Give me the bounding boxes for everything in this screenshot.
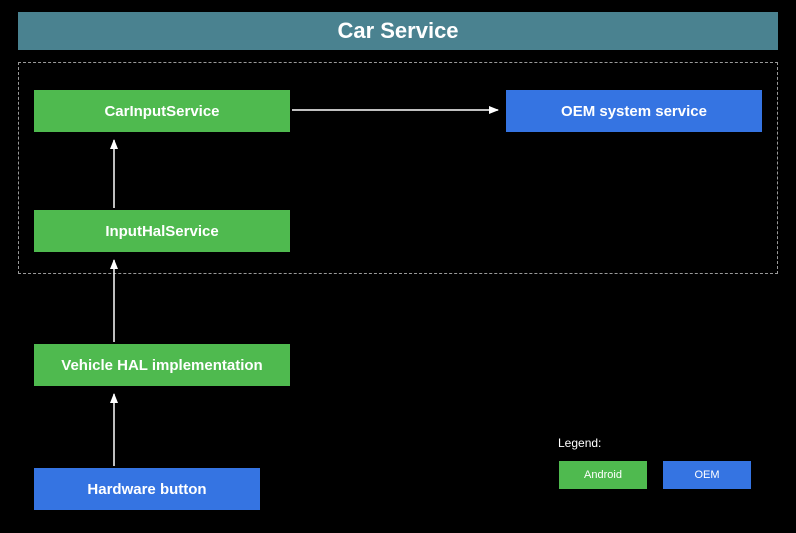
legend-swatch-android: Android [558, 460, 648, 490]
diagram-title-text: Car Service [337, 18, 458, 44]
legend-swatch-text: OEM [694, 469, 719, 481]
node-label: InputHalService [105, 223, 218, 240]
node-label: Hardware button [87, 481, 206, 498]
node-label: CarInputService [104, 103, 219, 120]
node-vehicle-hal: Vehicle HAL implementation [32, 342, 292, 388]
node-oem-system-service: OEM system service [504, 88, 764, 134]
node-input-hal-service: InputHalService [32, 208, 292, 254]
legend-swatch-oem: OEM [662, 460, 752, 490]
diagram-title-bar: Car Service [18, 12, 778, 50]
legend-label: Legend: [558, 436, 601, 450]
node-car-input-service: CarInputService [32, 88, 292, 134]
node-label: OEM system service [561, 103, 707, 120]
legend-swatch-text: Android [584, 469, 622, 481]
node-hardware-button: Hardware button [32, 466, 262, 512]
node-label: Vehicle HAL implementation [61, 357, 262, 374]
